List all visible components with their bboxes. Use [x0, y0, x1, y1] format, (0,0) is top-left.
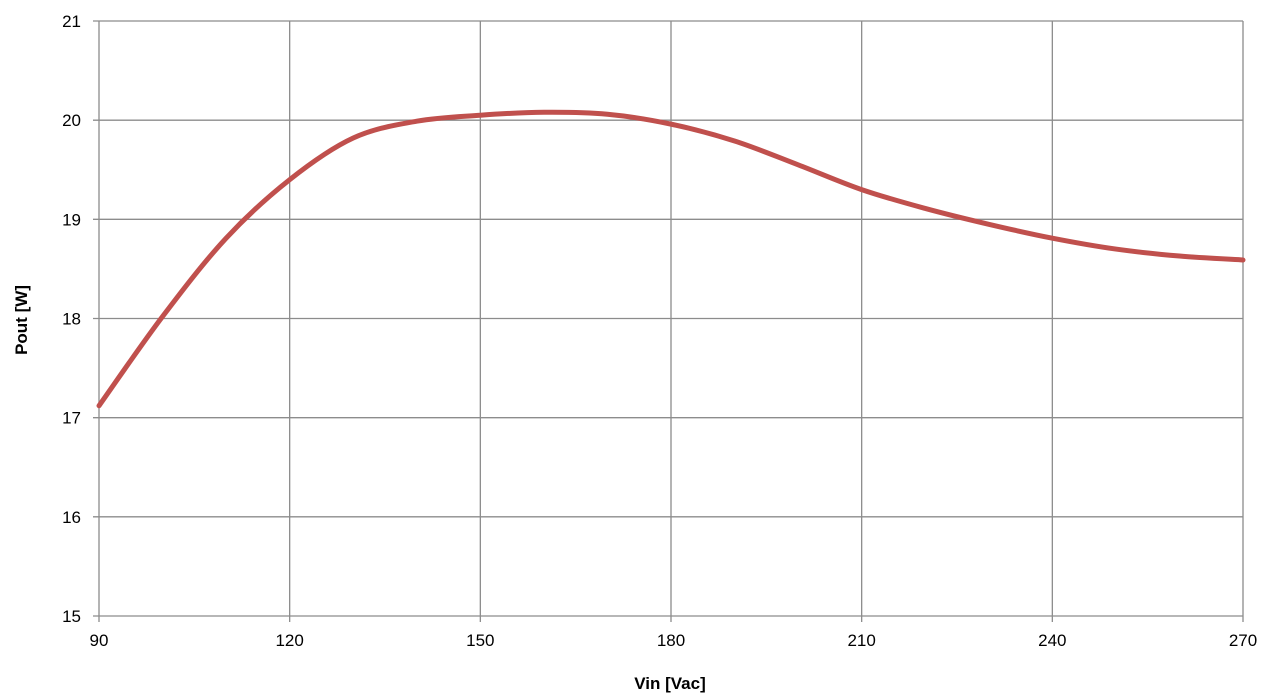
- data-point: [1177, 254, 1182, 259]
- data-point: [224, 236, 229, 241]
- horizontal-gridlines: [93, 20, 1243, 617]
- data-point: [351, 136, 356, 141]
- data-point: [541, 110, 546, 115]
- x-tick-label: 270: [1229, 631, 1257, 650]
- data-point: [669, 122, 674, 127]
- y-tick-label: 20: [62, 111, 81, 130]
- data-point: [97, 403, 102, 408]
- y-tick-label: 17: [62, 409, 81, 428]
- data-point: [732, 138, 737, 143]
- vertical-gridlines: [98, 21, 1244, 622]
- data-point: [1050, 236, 1055, 241]
- y-tick-labels: 15 16 17 18 19 20 21: [62, 12, 81, 626]
- data-point: [414, 119, 419, 124]
- x-tick-label: 210: [847, 631, 875, 650]
- y-tick-label: 21: [62, 12, 81, 31]
- series-layer: [96, 109, 1246, 409]
- x-tick-label: 90: [90, 631, 109, 650]
- x-tick-label: 240: [1038, 631, 1066, 650]
- series-line-0: [96, 109, 1246, 409]
- data-point: [796, 162, 801, 167]
- x-tick-label: 150: [466, 631, 494, 650]
- data-point: [478, 113, 483, 118]
- y-tick-label: 18: [62, 310, 81, 329]
- data-point: [160, 314, 165, 319]
- data-point: [1113, 247, 1118, 252]
- x-tick-label: 180: [657, 631, 685, 650]
- data-point: [986, 222, 991, 227]
- y-tick-label: 16: [62, 508, 81, 527]
- x-tick-labels: 90 120 150 180 210 240 270: [90, 631, 1258, 650]
- data-point: [923, 206, 928, 211]
- y-tick-label: 19: [62, 210, 81, 229]
- data-point: [1241, 257, 1246, 262]
- x-axis-title: Vin [Vac]: [634, 674, 706, 693]
- data-point: [287, 177, 292, 182]
- y-axis-title: Pout [W]: [12, 285, 31, 355]
- x-tick-label: 120: [275, 631, 303, 650]
- data-point: [605, 112, 610, 117]
- data-point: [859, 187, 864, 192]
- y-tick-label: 15: [62, 607, 81, 626]
